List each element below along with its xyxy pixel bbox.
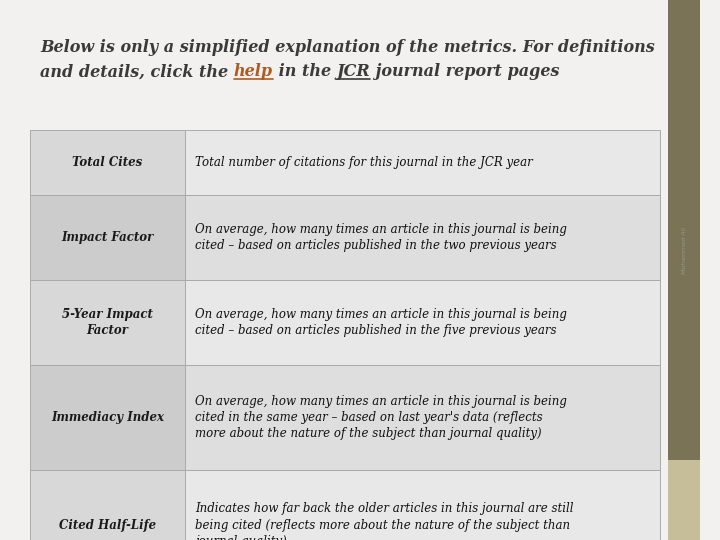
- Bar: [185, 280, 660, 365]
- Bar: [185, 365, 660, 470]
- Text: JCR: JCR: [337, 64, 370, 80]
- Bar: [185, 195, 660, 280]
- Text: Impact Factor: Impact Factor: [61, 231, 153, 244]
- Text: Mohammed Ali: Mohammed Ali: [682, 226, 686, 273]
- Text: Indicates how far back the older articles in this journal are still
being cited : Indicates how far back the older article…: [195, 502, 574, 540]
- Text: help: help: [234, 64, 273, 80]
- Bar: [185, 470, 660, 540]
- Bar: [668, 0, 700, 460]
- Text: Below is only a simplified explanation of the metrics. For definitions: Below is only a simplified explanation o…: [40, 39, 654, 57]
- Bar: [30, 195, 185, 280]
- Bar: [668, 460, 700, 540]
- Text: and details, click the: and details, click the: [40, 64, 234, 80]
- Bar: [185, 130, 660, 195]
- Bar: [30, 130, 185, 195]
- Text: 5-Year Impact
Factor: 5-Year Impact Factor: [62, 308, 153, 337]
- Text: in the: in the: [273, 64, 337, 80]
- Text: On average, how many times an article in this journal is being
cited – based on : On average, how many times an article in…: [195, 308, 567, 338]
- Bar: [30, 470, 185, 540]
- Text: Immediacy Index: Immediacy Index: [51, 411, 164, 424]
- Text: journal report pages: journal report pages: [370, 64, 559, 80]
- Text: On average, how many times an article in this journal is being
cited – based on : On average, how many times an article in…: [195, 222, 567, 252]
- Bar: [30, 280, 185, 365]
- Text: On average, how many times an article in this journal is being
cited in the same: On average, how many times an article in…: [195, 395, 567, 441]
- Text: Total number of citations for this journal in the JCR year: Total number of citations for this journ…: [195, 156, 533, 169]
- Text: Total Cites: Total Cites: [73, 156, 143, 169]
- Bar: [30, 365, 185, 470]
- Text: Cited Half-Life: Cited Half-Life: [59, 518, 156, 531]
